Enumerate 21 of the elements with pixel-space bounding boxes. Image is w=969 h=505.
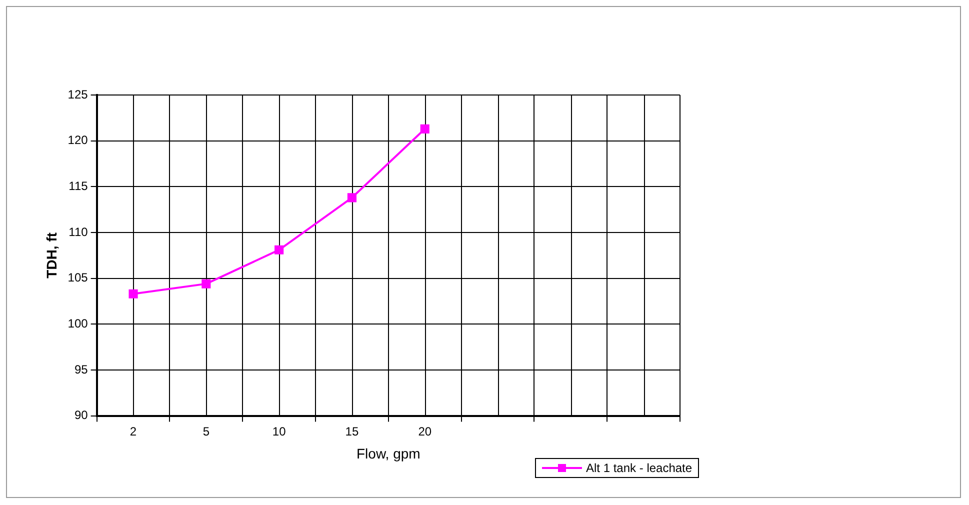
x-tick-label: 20 (418, 424, 432, 438)
y-axis-title: TDH, ft (43, 232, 60, 278)
y-tick-label: 115 (68, 178, 88, 193)
point (128, 289, 138, 298)
y-tick-label: 105 (68, 270, 88, 285)
x-tick-label: 10 (272, 424, 286, 438)
y-tick-label: 120 (68, 133, 88, 148)
x-axis-title: Flow, gpm (356, 445, 420, 462)
x-tick-label: 5 (202, 424, 210, 438)
y-tick-label: 110 (68, 224, 88, 239)
point (274, 245, 284, 254)
legend-label: Alt 1 tank - leachate (586, 461, 692, 475)
y-tick-label: 90 (74, 408, 88, 422)
point (420, 124, 430, 134)
y-tick-label: 95 (74, 362, 88, 376)
x-tick-label: 15 (345, 424, 359, 438)
point (347, 193, 356, 202)
x-tick-label: 2 (130, 424, 137, 438)
point (202, 279, 211, 288)
y-tick-label: 100 (68, 316, 88, 330)
y-tick-label: 125 (68, 87, 88, 102)
